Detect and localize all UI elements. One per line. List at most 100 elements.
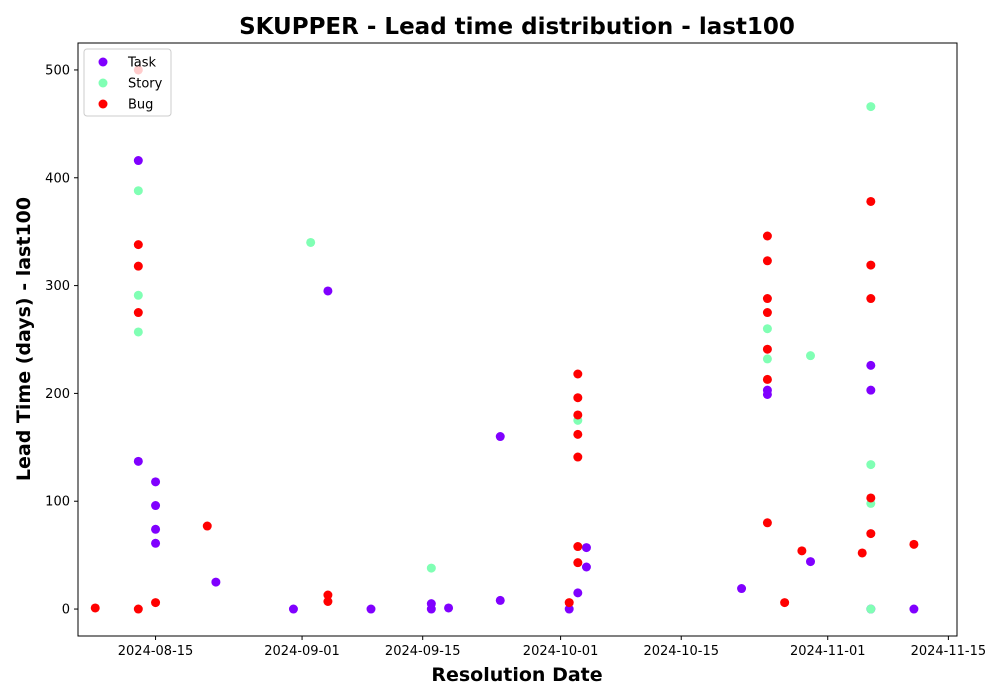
bug-point xyxy=(909,539,919,549)
story-point xyxy=(866,460,876,470)
legend-label-task: Task xyxy=(127,56,157,71)
chart-title: SKUPPER - Lead time distribution - last1… xyxy=(239,14,795,40)
bug-point xyxy=(573,452,583,462)
legend-label-story: Story xyxy=(128,77,163,92)
bug-point xyxy=(573,542,583,552)
task-point xyxy=(806,557,815,567)
bug-point xyxy=(151,598,161,608)
bug-point xyxy=(762,308,772,318)
legend-items: Task Story Bug xyxy=(98,56,163,113)
x-axis-label: Resolution Date xyxy=(431,664,602,686)
y-tick-label: 500 xyxy=(45,63,70,78)
task-point xyxy=(133,156,143,166)
task-point xyxy=(366,604,376,614)
bug-point xyxy=(866,529,876,539)
task-point xyxy=(151,524,161,534)
bug-point xyxy=(762,294,772,304)
task-point xyxy=(495,432,505,442)
y-tick-label: 100 xyxy=(45,495,70,510)
story-point xyxy=(133,327,143,337)
task-point xyxy=(495,595,505,605)
bug-point xyxy=(133,240,143,250)
story-point xyxy=(762,324,772,334)
bug-point xyxy=(762,344,772,354)
task-point xyxy=(866,360,876,370)
task-point xyxy=(909,604,919,614)
legend-marker-story xyxy=(98,78,108,88)
x-tick-label: 2024-10-01 xyxy=(523,644,599,659)
bug-point xyxy=(797,546,807,556)
task-point xyxy=(581,562,591,572)
bug-point xyxy=(866,493,876,503)
task-point xyxy=(444,603,454,613)
bug-point xyxy=(780,598,790,608)
y-axis-label: Lead Time (days) - last100 xyxy=(13,197,35,481)
task-point xyxy=(133,456,143,466)
legend-label-bug: Bug xyxy=(128,98,153,113)
task-point xyxy=(151,538,161,548)
y-axis: 0 100 200 300 400 500 xyxy=(45,63,78,618)
bug-point xyxy=(573,429,583,439)
y-tick-label: 0 xyxy=(62,603,70,618)
story-point xyxy=(806,351,815,361)
bug-point xyxy=(133,604,143,614)
bug-point xyxy=(573,410,583,420)
legend: Task Story Bug xyxy=(83,48,172,117)
bug-point xyxy=(133,261,143,271)
x-tick-label: 2024-09-01 xyxy=(264,644,340,659)
bug-point xyxy=(323,596,333,606)
legend-marker-task xyxy=(98,57,108,67)
task-point xyxy=(573,588,583,598)
series-story xyxy=(133,102,876,614)
y-tick-label: 300 xyxy=(45,279,70,294)
bug-point xyxy=(90,603,100,613)
bug-point xyxy=(573,369,583,379)
task-point xyxy=(288,604,298,614)
story-point xyxy=(306,237,316,247)
story-point xyxy=(426,563,436,573)
bug-point xyxy=(762,374,772,384)
x-tick-label: 2024-08-15 xyxy=(118,644,194,659)
bug-point xyxy=(564,598,574,608)
x-tick-label: 2024-11-15 xyxy=(911,644,987,659)
x-tick-label: 2024-09-15 xyxy=(385,644,461,659)
bug-point xyxy=(866,196,876,206)
bug-point xyxy=(866,260,876,270)
task-point xyxy=(211,577,221,587)
story-point xyxy=(762,354,772,364)
story-point xyxy=(866,102,876,112)
x-tick-label: 2024-11-01 xyxy=(790,644,866,659)
series-task xyxy=(133,156,919,614)
legend-marker-bug xyxy=(98,99,108,109)
bug-point xyxy=(762,518,772,528)
bug-point xyxy=(133,308,143,318)
task-point xyxy=(866,385,876,395)
bug-point xyxy=(762,256,772,266)
y-tick-label: 400 xyxy=(45,171,70,186)
bug-point xyxy=(573,558,583,568)
x-axis: 2024-08-15 2024-09-01 2024-09-15 2024-10-01… xyxy=(118,636,986,659)
task-point xyxy=(564,604,574,614)
bug-point xyxy=(323,590,333,600)
series-bug xyxy=(90,65,919,614)
task-point xyxy=(323,286,333,296)
legend-box xyxy=(83,48,172,117)
story-point xyxy=(866,604,876,614)
task-point xyxy=(426,604,436,614)
task-point xyxy=(151,501,161,511)
task-point xyxy=(151,477,161,487)
task-point xyxy=(581,543,591,553)
task-point xyxy=(737,584,747,594)
story-point xyxy=(133,186,143,196)
y-tick-label: 200 xyxy=(45,387,70,402)
bug-point xyxy=(866,294,876,304)
data-points xyxy=(90,65,919,614)
bug-point xyxy=(762,231,772,241)
plot-area-frame xyxy=(77,42,958,637)
bug-point xyxy=(857,548,867,558)
bug-point xyxy=(202,521,212,531)
x-tick-label: 2024-10-15 xyxy=(643,644,719,659)
bug-point xyxy=(573,393,583,403)
task-point xyxy=(762,389,772,399)
